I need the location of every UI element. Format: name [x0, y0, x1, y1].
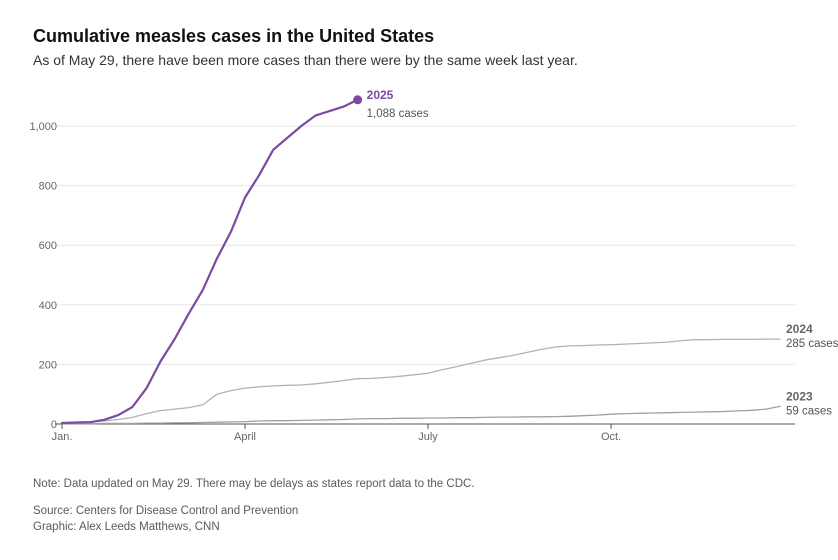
series-total-2025: 1,088 cases	[367, 108, 429, 120]
series-name-2024: 2024	[786, 322, 813, 336]
y-tick-label: 1,000	[29, 121, 57, 133]
x-tick-label: Jan.	[52, 431, 73, 443]
y-tick-label: 800	[39, 181, 57, 193]
graphic-credit: Graphic: Alex Leeds Matthews, CNN	[33, 521, 220, 533]
series-line-2025	[60, 98, 359, 425]
series-name-2025: 2025	[367, 88, 394, 102]
end-labels: 2023 59 cases 2024 285 cases 2025 1,088 cases	[367, 88, 838, 418]
series-total-2023: 59 cases	[786, 405, 832, 417]
chart-subtitle: As of May 29, there have been more cases…	[33, 52, 578, 68]
source-credit: Source: Centers for Disease Control and …	[33, 505, 299, 517]
measles-line-chart: 0 200 400 600 800 1,000 Jan. April July Oct. 202…	[29, 88, 838, 443]
y-tick-label: 200	[39, 359, 57, 371]
x-tick-label: Oct.	[601, 431, 621, 443]
x-tick-label: July	[418, 431, 438, 443]
series-line-2023	[61, 405, 781, 425]
chart-title: Cumulative measles cases in the United S…	[33, 26, 435, 46]
x-axis: Jan. April July Oct.	[52, 423, 795, 443]
series-end-point-2025	[353, 95, 363, 105]
y-axis-ticks: 0 200 400 600 800 1,000	[29, 121, 57, 431]
y-tick-label: 0	[51, 419, 57, 431]
series-total-2024: 285 cases	[786, 338, 838, 350]
y-tick-label: 600	[39, 240, 57, 252]
y-tick-label: 400	[39, 300, 57, 312]
series-lines	[60, 95, 781, 425]
data-note: Note: Data updated on May 29. There may …	[33, 478, 475, 490]
series-name-2023: 2023	[786, 389, 813, 403]
series-line-2024	[61, 338, 781, 424]
x-tick-label: April	[234, 431, 256, 443]
grid-lines	[55, 125, 795, 365]
